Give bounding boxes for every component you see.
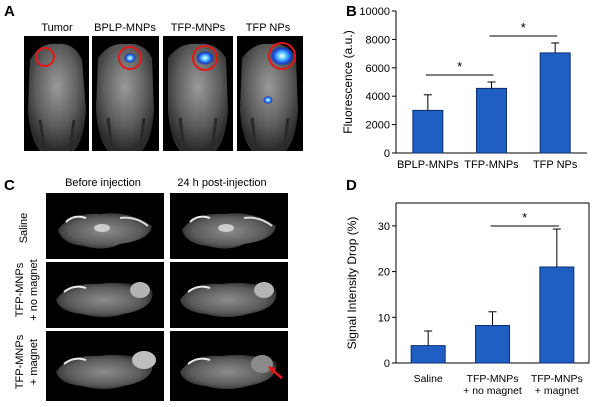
mri-image-saline-before bbox=[46, 193, 164, 259]
y-tick-label: 0 bbox=[384, 148, 390, 160]
significance-star: * bbox=[522, 210, 527, 225]
bar bbox=[475, 325, 510, 364]
mri-image-magnet-after bbox=[170, 331, 288, 401]
bar bbox=[412, 109, 444, 154]
x-tick-label: TFP-MNPs bbox=[464, 159, 519, 171]
panel-a-column-label: Tumor bbox=[41, 22, 73, 34]
mouse-image-tfp-nps bbox=[237, 36, 303, 152]
y-axis-label: Fluorescence (a.u.) bbox=[341, 30, 355, 133]
panel-c-row-label: Saline bbox=[18, 213, 30, 244]
panel-c-row-label: + no magnet bbox=[28, 259, 40, 320]
panel-c-row-label-group: TFP-MNPs + no magnet bbox=[14, 259, 40, 320]
x-tick-label: TFP-MNPs bbox=[467, 373, 519, 385]
bar bbox=[410, 345, 446, 364]
y-tick-label: 0 bbox=[384, 358, 390, 370]
panel-c-letter: C bbox=[4, 177, 15, 194]
panel-c-row-label: TFP-MNPs bbox=[14, 262, 26, 317]
panel-a-column-label: TFP NPs bbox=[246, 22, 291, 34]
panel-b-chart: 0 2000 4000 6000 8000 10000 Fluorescence (a.u.… bbox=[341, 6, 587, 171]
y-tick-label: 10 bbox=[378, 312, 390, 324]
y-axis-label: Signal Intensity Drop (%) bbox=[345, 217, 359, 350]
y-tick-label: 4000 bbox=[366, 91, 390, 103]
y-tick-label: 2000 bbox=[366, 120, 390, 132]
x-tick-label: + magnet bbox=[535, 385, 579, 397]
mri-image-no-magnet-before bbox=[46, 262, 164, 328]
significance-star: * bbox=[457, 59, 462, 74]
mri-grid: Saline TFP-MNPs + no magnet TFP-MNPs + m… bbox=[14, 193, 288, 401]
panel-d-chart: 0 10 20 30 Signal Intensity Drop (%) Saline TF… bbox=[345, 202, 590, 397]
mri-image-no-magnet-after bbox=[170, 262, 288, 328]
mouse-image-bplp-mnps bbox=[92, 36, 159, 152]
x-tick-label: + no magnet bbox=[463, 385, 522, 397]
y-tick-label: 10000 bbox=[359, 6, 390, 18]
bar bbox=[539, 266, 575, 364]
panel-a-column-label: BPLP-MNPs bbox=[94, 22, 156, 34]
mouse-image-tumor bbox=[24, 36, 89, 152]
y-tick-label: 8000 bbox=[366, 34, 390, 46]
mouse-image-tfp-mnps bbox=[163, 36, 233, 152]
significance-star: * bbox=[521, 20, 526, 35]
x-tick-label: TFP NPs bbox=[533, 159, 578, 171]
panel-a-letter: A bbox=[4, 3, 15, 20]
panel-c-column-label: Before injection bbox=[65, 177, 141, 189]
x-tick-label: Saline bbox=[414, 373, 443, 385]
mri-image-magnet-before bbox=[46, 331, 164, 401]
y-tick-label: 20 bbox=[378, 267, 390, 279]
panel-c-row-label: + magnet bbox=[28, 339, 40, 385]
x-tick-label: TFP-MNPs bbox=[531, 373, 583, 385]
panel-a-column-label: TFP-MNPs bbox=[171, 22, 226, 34]
panel-a-images: Tumor BPLP-MNPs TFP-MNPs TFP NPs bbox=[24, 22, 303, 152]
panel-d-letter: D bbox=[346, 177, 357, 194]
bar bbox=[476, 87, 507, 154]
panel-c-row-label: TFP-MNPs bbox=[14, 334, 26, 389]
mri-image-saline-after bbox=[170, 193, 288, 259]
panel-c-column-label: 24 h post-injection bbox=[177, 177, 266, 189]
y-tick-label: 30 bbox=[378, 221, 390, 233]
bar bbox=[539, 52, 571, 154]
panel-c-row-label-group: TFP-MNPs + magnet bbox=[14, 334, 40, 389]
y-tick-label: 6000 bbox=[366, 63, 390, 75]
panel-b-letter: B bbox=[346, 3, 357, 20]
x-tick-label: BPLP-MNPs bbox=[397, 159, 459, 171]
